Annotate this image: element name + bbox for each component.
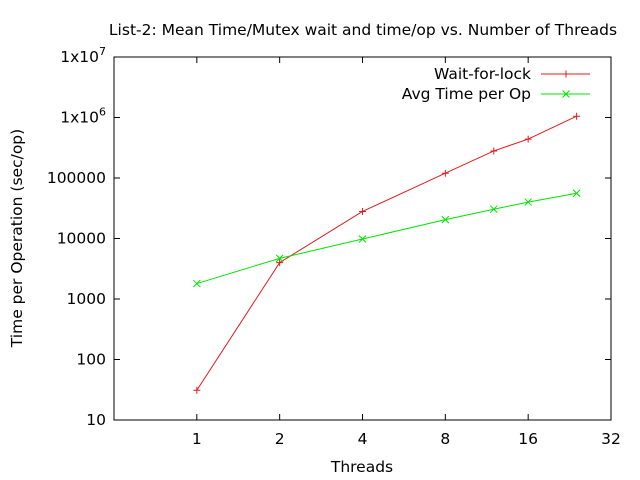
y-tick-exponent: 7	[99, 45, 106, 58]
y-tick-label: 10000	[57, 230, 106, 248]
x-tick-label: 8	[440, 430, 450, 448]
data-point	[276, 259, 284, 267]
x-axis-label: Threads	[330, 458, 393, 476]
y-tick-exponent: 6	[99, 106, 106, 119]
data-point	[359, 207, 366, 215]
data-point	[573, 112, 581, 120]
data-point	[441, 215, 450, 224]
y-tick-label: 1x106	[60, 106, 106, 127]
x-tick-label: 16	[518, 430, 538, 448]
legend-label: Wait-for-lock	[434, 65, 531, 83]
series-line	[196, 192, 577, 285]
series-layer	[192, 112, 581, 394]
x-tick-label: 4	[358, 430, 368, 448]
x-tick-label: 32	[601, 430, 621, 448]
y-tick-label: 100	[76, 351, 106, 369]
y-tick-label: 100000	[47, 169, 106, 187]
data-point	[524, 135, 532, 143]
data-point	[441, 169, 449, 177]
data-point	[572, 189, 581, 198]
x-tick-label: 1	[192, 430, 202, 448]
y-tick-label: 1x107	[60, 45, 106, 66]
x-axis: 1 2 4 8 16 32	[192, 57, 621, 448]
y-tick-label: 10	[86, 411, 106, 429]
legend-marker	[562, 70, 570, 78]
chart-title: List-2: Mean Time/Mutex wait and time/op…	[109, 21, 617, 39]
y-axis-label: Time per Operation (sec/op)	[8, 129, 26, 348]
data-point	[192, 279, 201, 288]
series-1	[192, 189, 581, 288]
legend: Wait-for-lock Avg Time per Op	[402, 65, 590, 103]
data-point	[490, 147, 498, 155]
series-0	[193, 112, 581, 394]
data-point	[524, 198, 533, 206]
data-point	[358, 235, 367, 243]
legend-marker	[562, 90, 570, 98]
x-tick-label: 2	[275, 430, 285, 448]
y-axis: 10 100 1000 10000 100000 1x106 1x107	[47, 45, 611, 429]
y-tick-label: 1000	[67, 290, 106, 308]
data-point	[489, 205, 498, 214]
legend-label: Avg Time per Op	[402, 85, 531, 103]
series-line	[196, 115, 577, 391]
data-point	[193, 386, 201, 394]
data-point	[275, 254, 284, 263]
